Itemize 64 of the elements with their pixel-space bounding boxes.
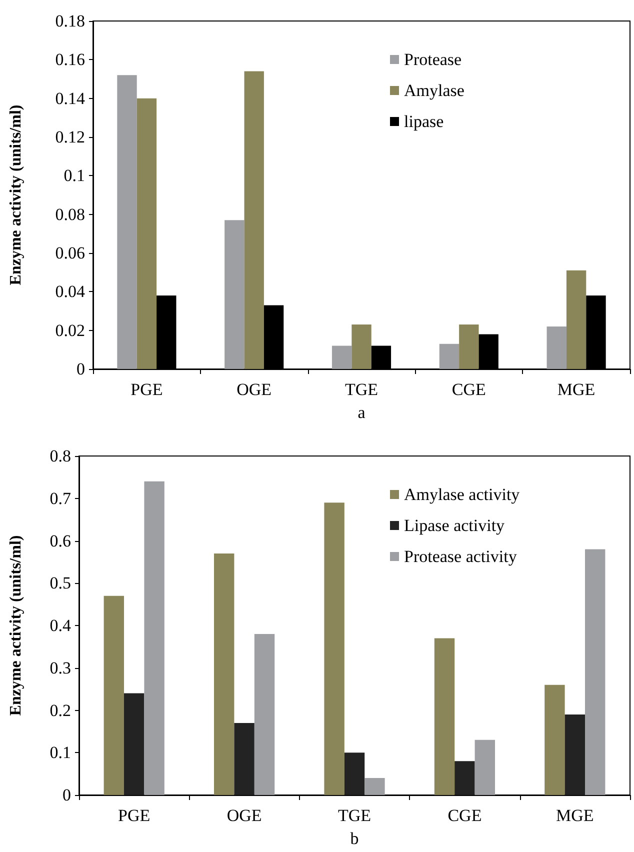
x-axis-title: a	[358, 403, 366, 422]
bar	[454, 761, 475, 795]
legend-label: lipase	[404, 112, 444, 131]
bar	[439, 344, 460, 369]
bar	[434, 638, 455, 795]
y-tick-label: 0.8	[50, 446, 71, 466]
y-tick-label: 0	[76, 360, 85, 378]
bar	[214, 553, 234, 795]
legend-label: Amylase	[404, 81, 464, 100]
x-tick-label: CGE	[448, 806, 482, 825]
y-tick-label: 0.1	[64, 166, 85, 186]
bar	[585, 549, 606, 795]
x-tick-label: MGE	[556, 806, 594, 825]
y-tick-label: 0.06	[55, 244, 85, 262]
y-tick-label: 0.3	[50, 658, 71, 678]
y-tick-label: 0.12	[55, 128, 85, 146]
bar	[224, 220, 244, 369]
y-axis-title: Enzyme activity (units/ml)	[8, 535, 24, 716]
x-tick-label: MGE	[557, 380, 596, 399]
x-tick-label: TGE	[338, 806, 372, 825]
bar	[544, 684, 565, 795]
y-axis-title: Enzyme activity (units/ml)	[8, 104, 24, 286]
bar	[254, 634, 275, 795]
bar	[324, 502, 344, 795]
bar	[474, 740, 496, 795]
x-tick-label: OGE	[226, 806, 262, 825]
y-tick-label: 0.02	[55, 320, 85, 340]
x-axis-title: b	[350, 829, 359, 848]
y-tick-label: 0.14	[55, 88, 86, 108]
bar	[104, 596, 124, 795]
y-tick-label: 0.6	[50, 531, 71, 550]
y-tick-label: 0	[62, 786, 71, 804]
y-tick-label: 0.04	[55, 282, 86, 302]
x-tick-label: PGE	[130, 380, 163, 399]
y-tick-label: 0.7	[50, 488, 72, 508]
bar	[344, 752, 365, 795]
x-tick-label: TGE	[344, 380, 378, 399]
bar	[564, 714, 585, 795]
y-tick-label: 0.16	[55, 50, 85, 70]
bar	[244, 71, 264, 369]
y-tick-label: 0.5	[50, 574, 71, 593]
bar	[136, 98, 157, 369]
bar	[332, 346, 352, 369]
legend-label: Protease activity	[404, 547, 518, 566]
bar	[566, 270, 586, 369]
y-tick-label: 0.1	[50, 743, 71, 762]
bar	[124, 693, 144, 795]
x-tick-label: CGE	[452, 380, 486, 399]
x-tick-label: OGE	[236, 380, 272, 399]
y-tick-label: 0.18	[55, 12, 85, 30]
y-tick-label: 0.4	[50, 616, 72, 635]
legend-label: Amylase activity	[404, 485, 520, 504]
x-tick-label: PGE	[118, 806, 150, 825]
bar	[117, 75, 137, 369]
bar	[144, 481, 164, 795]
legend-label: Lipase activity	[404, 516, 506, 535]
bar	[234, 722, 254, 795]
y-tick-label: 0.2	[50, 700, 71, 720]
bar	[364, 778, 385, 795]
legend-label: Protease	[404, 50, 462, 69]
bar	[459, 324, 479, 369]
y-tick-label: 0.08	[55, 204, 85, 224]
bar	[546, 326, 566, 369]
bar	[352, 324, 372, 369]
